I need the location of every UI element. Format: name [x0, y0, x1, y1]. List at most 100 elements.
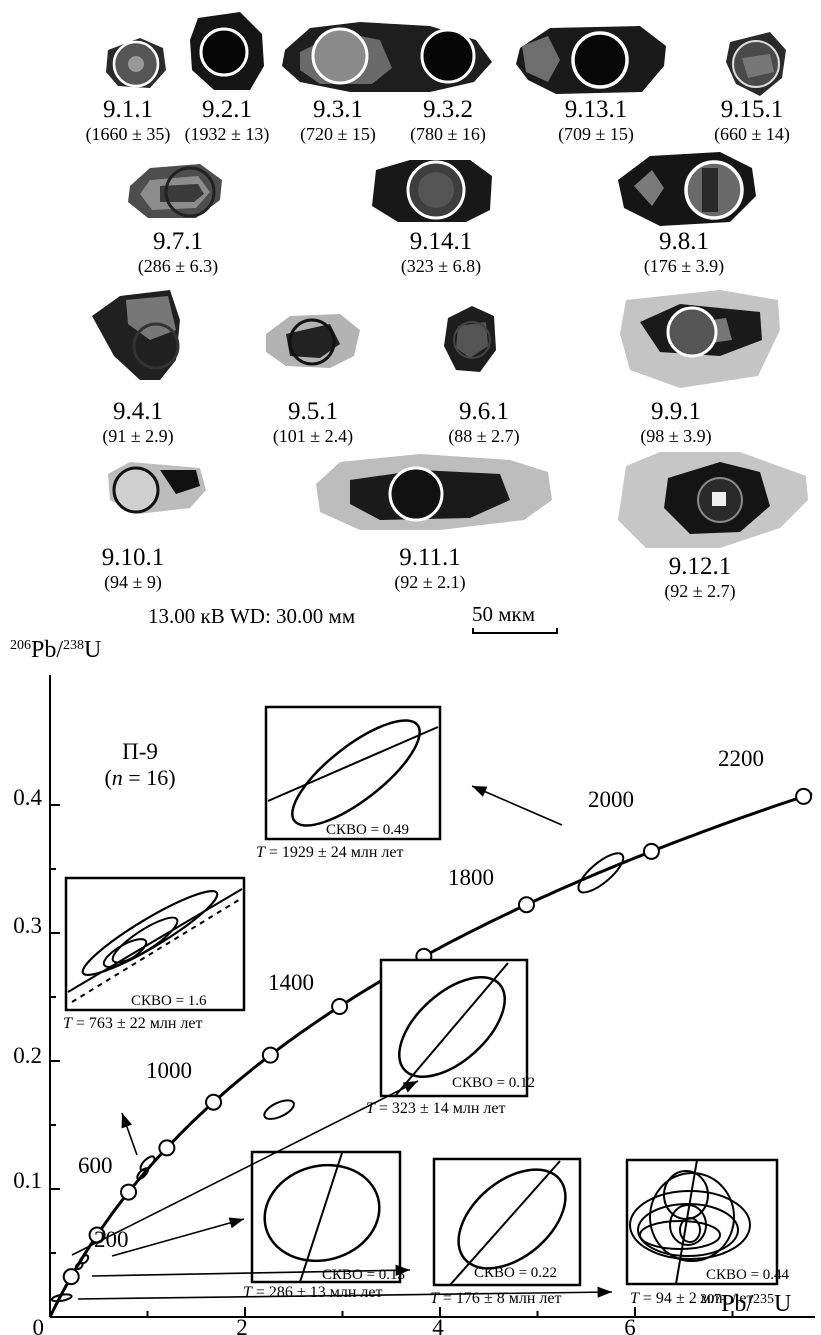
concordia-age-point-600: [120, 1183, 138, 1201]
data-ellipse: [136, 1167, 150, 1181]
inset-mswd: СКВО = 0.12: [452, 1075, 535, 1091]
grain-label-9-3-1: 9.3.1 (720 ± 15): [300, 97, 376, 145]
inset-286: СКВО = 0.13 T = 286 ± 13 млн лет: [243, 1150, 405, 1301]
concordia-age-points: [62, 787, 813, 1286]
grain-image-9-4-1: [92, 290, 180, 380]
x-axis-label: 207Pb/235U: [700, 1291, 791, 1317]
concordia-age-point-1800: [517, 896, 535, 914]
grain-image-9-6-1: [444, 306, 496, 372]
age-label-2200: 2200: [718, 746, 764, 771]
concordia-age-point-800: [158, 1139, 176, 1157]
grain-id: 9.15.1: [720, 96, 784, 123]
grain-age: (176 ± 3.9): [643, 256, 725, 276]
age-label-1000: 1000: [146, 1058, 192, 1083]
y-tick-label: 0.3: [13, 913, 42, 938]
arrow-to-inset-94: [77, 1286, 613, 1300]
data-ellipses: [50, 852, 625, 1303]
concordia-age-point-2200: [795, 787, 813, 805]
y-tick-label: 0.4: [13, 785, 42, 810]
arrow-to-inset-176: [91, 1264, 411, 1277]
age-label-600: 600: [78, 1153, 113, 1178]
sample-count: (n = 16): [104, 765, 175, 790]
grain-image-9-14-1: [372, 160, 492, 222]
inset-age: T = 763 ± 22 млн лет: [63, 1015, 202, 1032]
grain-id: 9.12.1: [668, 553, 732, 580]
grain-id: 9.6.1: [459, 398, 509, 425]
grain-id: 9.1.1: [103, 96, 153, 123]
grain-label-9-7-1: 9.7.1 (286 ± 6.3): [138, 229, 218, 277]
grain-age: (88 ± 2.7): [448, 426, 520, 446]
x-tick-label: 6: [624, 1315, 636, 1335]
grain-id: 9.11.1: [399, 544, 461, 571]
inset-763: СКВО = 1.6 T = 763 ± 22 млн лет: [63, 876, 246, 1032]
grain-label-9-6-1: 9.6.1 (88 ± 2.7): [448, 399, 519, 447]
inset-323: СКВО = 0.12 T = 323 ± 14 млн лет: [366, 958, 535, 1117]
age-label-200: 200: [94, 1227, 129, 1252]
grain-age: (92 ± 2.7): [664, 581, 736, 601]
age-label-2000: 2000: [588, 787, 634, 812]
concordia-age-point-1200: [261, 1046, 279, 1064]
arrow-to-inset-286: [111, 1217, 245, 1257]
inset-94: СКВО = 0.44 T = 94 ± 2 млн лет: [625, 1158, 790, 1307]
grain-image-9-12-1: [618, 452, 808, 548]
grain-age: (92 ± 2.1): [394, 572, 466, 592]
grain-label-9-14-1: 9.14.1 (323 ± 6.8): [401, 229, 481, 277]
grain-id: 9.10.1: [101, 544, 165, 571]
axis-ticks: [49, 804, 734, 1317]
data-ellipse: [577, 852, 625, 894]
inset-mswd: СКВО = 0.13: [322, 1267, 405, 1283]
grain-image-9-7-1: [128, 164, 222, 218]
grain-image-9-10-1: [108, 462, 206, 514]
inset-1929: СКВО = 0.49 T = 1929 ± 24 млн лет: [256, 705, 442, 861]
grain-label-9-1-1: 9.1.1 (1660 ± 35): [86, 97, 171, 145]
grain-image-9-8-1: [618, 152, 756, 226]
x-tick-label: 2: [236, 1315, 248, 1335]
grain-label-9-15-1: 9.15.1 (660 ± 14): [714, 97, 790, 145]
grain-id: 9.4.1: [113, 398, 163, 425]
inset-mswd: СКВО = 0.22: [474, 1265, 557, 1281]
grain-id: 9.2.1: [202, 96, 252, 123]
grain-id: 9.5.1: [288, 398, 338, 425]
data-ellipse: [263, 1099, 295, 1120]
grain-image-9-3-1-9-3-2: [282, 22, 492, 92]
grain-age: (1660 ± 35): [85, 124, 171, 144]
inset-age: T = 286 ± 13 млн лет: [243, 1284, 382, 1301]
concordia-age-point-200: [62, 1268, 80, 1286]
grain-image-9-13-1: [516, 26, 666, 94]
grain-id: 9.3.1: [313, 96, 363, 123]
inset-age: T = 94 ± 2 млн лет: [630, 1290, 753, 1307]
grain-id: 9.3.2: [423, 96, 473, 123]
grain-label-9-11-1: 9.11.1 (92 ± 2.1): [394, 545, 465, 593]
grain-label-9-5-1: 9.5.1 (101 ± 2.4): [273, 399, 353, 447]
data-ellipse: [50, 1293, 73, 1303]
grain-id: 9.8.1: [659, 228, 709, 255]
scale-bar-label: 50 мкм: [472, 602, 536, 626]
concordia-age-point-2000: [642, 842, 660, 860]
grain-image-9-15-1: [726, 32, 786, 96]
grain-label-9-10-1: 9.10.1 (94 ± 9): [102, 545, 165, 593]
grain-age: (720 ± 15): [300, 124, 376, 144]
y-tick-label: 0.2: [13, 1043, 42, 1068]
concordia-age-point-1000: [205, 1093, 223, 1111]
grain-label-9-8-1: 9.8.1 (176 ± 3.9): [644, 229, 724, 277]
grain-age: (101 ± 2.4): [272, 426, 354, 446]
y-axis-label: 206Pb/238U: [10, 637, 101, 663]
x-tick-label: 0: [33, 1315, 45, 1335]
grain-id: 9.7.1: [153, 228, 203, 255]
concordia-age-point-1400: [331, 998, 349, 1016]
grain-label-9-3-2: 9.3.2 (780 ± 16): [410, 97, 486, 145]
sem-acquisition-info: 13.00 кВ WD: 30.00 мм: [148, 604, 356, 628]
grain-label-9-2-1: 9.2.1 (1932 ± 13): [185, 97, 270, 145]
grain-label-9-13-1: 9.13.1 (709 ± 15): [558, 97, 634, 145]
grain-image-9-9-1: [620, 290, 780, 388]
grain-image-9-2-1: [190, 12, 264, 90]
grain-age: (94 ± 9): [104, 572, 162, 592]
grain-image-9-1-1: [106, 38, 166, 88]
arrow-to-inset-323: [71, 1080, 419, 1256]
zircon-grain-images: [92, 12, 808, 548]
grain-age: (780 ± 16): [410, 124, 486, 144]
x-tick-label: 4: [432, 1315, 444, 1335]
grain-age: (1932 ± 13): [184, 124, 270, 144]
inset-176: СКВО = 0.22 T = 176 ± 8 млн лет: [430, 1157, 582, 1307]
inset-mswd: СКВО = 0.44: [706, 1267, 790, 1283]
